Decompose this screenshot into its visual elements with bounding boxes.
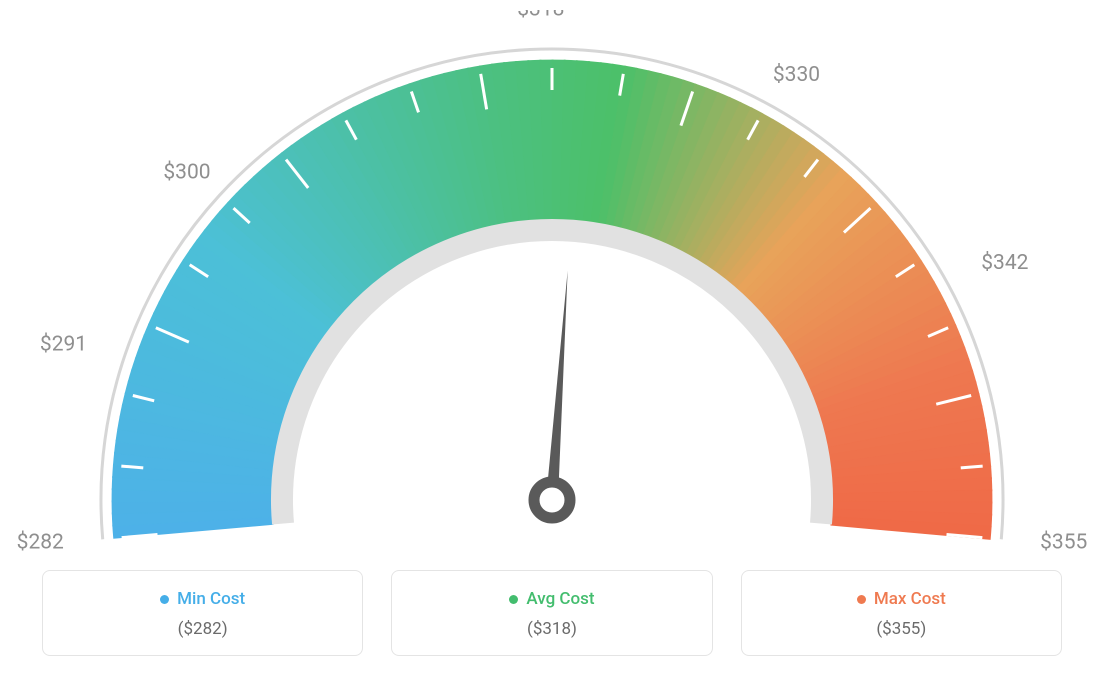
tick-label: $318 bbox=[517, 10, 564, 22]
legend-top: Max Cost bbox=[857, 589, 946, 609]
legend-value: ($355) bbox=[876, 619, 926, 639]
gauge-svg: $282 $291 $300 $318 $330 $342 $355 bbox=[0, 10, 1104, 570]
legend-label: Max Cost bbox=[874, 589, 946, 609]
legend-top: Min Cost bbox=[160, 589, 245, 609]
legend-dot-icon bbox=[509, 595, 518, 604]
cost-gauge-chart: $282 $291 $300 $318 $330 $342 $355 bbox=[0, 10, 1104, 570]
legend-row: Min Cost ($282) Avg Cost ($318) Max Cost ($35… bbox=[42, 570, 1062, 656]
tick-label: $291 bbox=[40, 333, 87, 357]
gauge-needle-hub bbox=[534, 482, 570, 518]
legend-card-avg: Avg Cost ($318) bbox=[391, 570, 712, 656]
tick-label: $300 bbox=[163, 161, 210, 185]
legend-card-max: Max Cost ($355) bbox=[741, 570, 1062, 656]
legend-label: Avg Cost bbox=[526, 589, 594, 609]
gauge-needle bbox=[546, 271, 568, 501]
tick-label: $282 bbox=[17, 530, 64, 554]
legend-value: ($318) bbox=[527, 619, 577, 639]
legend-top: Avg Cost bbox=[509, 589, 594, 609]
tick-label: $342 bbox=[981, 251, 1028, 275]
legend-value: ($282) bbox=[178, 619, 228, 639]
legend-dot-icon bbox=[857, 595, 866, 604]
tick-label: $330 bbox=[773, 63, 820, 87]
legend-card-min: Min Cost ($282) bbox=[42, 570, 363, 656]
legend-label: Min Cost bbox=[177, 589, 245, 609]
legend-dot-icon bbox=[160, 595, 169, 604]
tick-label: $355 bbox=[1040, 530, 1087, 554]
